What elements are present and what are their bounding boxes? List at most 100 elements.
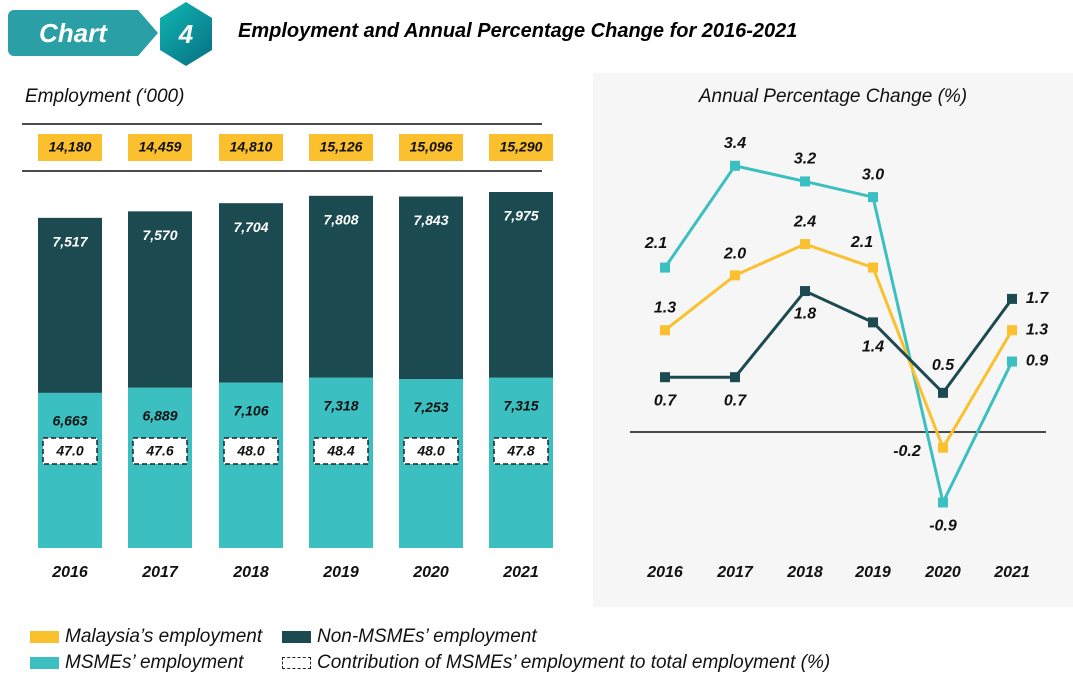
bar-label-non-msme-2018: 7,704 [233, 219, 268, 235]
total-box-2018 [219, 134, 283, 161]
legend-label-non-msme: Non-MSMEs’ employment [317, 626, 537, 647]
bar-x-tick-2016: 2016 [51, 564, 88, 581]
marker-malaysia-2017 [730, 270, 740, 281]
label-msme-2017: 3.4 [724, 135, 746, 152]
total-label-2020: 15,096 [410, 139, 453, 155]
bar-label-non-msme-2020: 7,843 [413, 212, 448, 228]
marker-malaysia-2019 [868, 262, 878, 273]
bar-x-tick-2020: 2020 [412, 564, 449, 581]
label-malaysia-2020: -0.2 [893, 443, 921, 460]
label-malaysia-2019: 2.1 [850, 234, 873, 251]
bar-msme-2017 [128, 387, 192, 548]
label-msme-2016: 2.1 [644, 235, 667, 252]
contribution-box-2016 [42, 437, 98, 465]
total-box-2019 [309, 134, 373, 161]
legend-label-msme: MSMEs’ employment [65, 652, 244, 673]
contribution-box-2019 [313, 437, 369, 465]
total-box-2017 [128, 134, 192, 161]
contribution-label-2016: 47.0 [55, 443, 83, 459]
label-msme-2019: 3.0 [862, 166, 884, 183]
bar-label-msme-2021: 7,315 [503, 397, 538, 413]
bar-label-msme-2018: 7,106 [233, 402, 268, 418]
legend-swatch-contribution [282, 657, 311, 669]
legend-non-msme: Non-MSMEs’ employment [282, 626, 537, 648]
marker-non_msme-2016 [660, 372, 670, 383]
bar-non-msme-2020 [399, 196, 463, 380]
line-x-tick-2020: 2020 [924, 564, 961, 581]
contribution-box-2018 [223, 437, 279, 465]
contribution-label-2019: 48.4 [326, 443, 354, 459]
chart-number-hexagon [160, 2, 212, 66]
total-label-2019: 15,126 [320, 139, 363, 155]
line-x-tick-2021: 2021 [993, 564, 1030, 581]
marker-msme-2016 [660, 262, 670, 273]
legend-msme: MSMEs’ employment [30, 652, 243, 674]
marker-non_msme-2018 [800, 286, 810, 297]
legend-contribution: Contribution of MSMEs’ employment to tot… [282, 652, 830, 674]
marker-non_msme-2017 [730, 372, 740, 383]
chart-number: 4 [178, 19, 194, 49]
label-malaysia-2021: 1.3 [1026, 321, 1048, 338]
bar-non-msme-2019 [309, 195, 373, 378]
bar-x-tick-2021: 2021 [502, 564, 539, 581]
bar-x-tick-2017: 2017 [141, 564, 179, 581]
line-x-tick-2016: 2016 [646, 564, 683, 581]
line-chart-panel [593, 73, 1073, 607]
label-msme-2020: -0.9 [929, 518, 957, 535]
marker-malaysia-2018 [800, 239, 810, 250]
bar-non-msme-2018 [219, 203, 283, 383]
contribution-label-2017: 47.6 [145, 443, 173, 459]
bar-label-non-msme-2019: 7,808 [323, 212, 358, 228]
total-box-2016 [38, 134, 102, 161]
line-msme [663, 164, 1014, 507]
total-label-2018: 14,810 [230, 139, 273, 155]
marker-non_msme-2019 [868, 317, 878, 328]
contribution-label-2021: 47.8 [506, 443, 534, 459]
bar-msme-2016 [38, 392, 102, 548]
total-box-2020 [399, 134, 463, 161]
bar-msme-2018 [219, 382, 283, 548]
legend-malaysia: Malaysia’s employment [30, 626, 262, 648]
line-x-tick-2018: 2018 [786, 564, 823, 581]
label-malaysia-2018: 2.4 [793, 213, 816, 230]
bar-non-msme-2021 [489, 192, 553, 378]
label-msme-2021: 0.9 [1026, 353, 1048, 370]
bar-label-non-msme-2016: 7,517 [52, 234, 88, 250]
bar-label-msme-2019: 7,318 [323, 397, 358, 413]
label-msme-2018: 3.2 [794, 151, 816, 168]
marker-msme-2021 [1007, 356, 1017, 367]
label-non_msme-2016: 0.7 [654, 392, 677, 409]
label-non_msme-2019: 1.4 [862, 339, 884, 356]
legend-swatch-malaysia [30, 631, 59, 643]
marker-malaysia-2020 [938, 442, 948, 453]
marker-msme-2017 [730, 160, 740, 171]
label-non_msme-2018: 1.8 [794, 305, 816, 322]
marker-malaysia-2016 [660, 325, 670, 336]
bar-label-msme-2016: 6,663 [52, 413, 87, 429]
bar-label-msme-2020: 7,253 [413, 399, 448, 415]
chart-tag-label: Chart [39, 18, 107, 48]
bar-label-non-msme-2017: 7,570 [142, 227, 177, 243]
label-non_msme-2017: 0.7 [724, 392, 747, 409]
label-non_msme-2020: 0.5 [932, 357, 955, 374]
chart-title: Employment and Annual Percentage Change … [238, 20, 798, 42]
total-label-2017: 14,459 [139, 139, 182, 155]
contribution-label-2020: 48.0 [416, 443, 444, 459]
line-chart-title: Annual Percentage Change (%) [698, 86, 968, 107]
marker-non_msme-2020 [938, 387, 948, 398]
total-box-2021 [489, 134, 553, 161]
line-non_msme [665, 289, 1014, 396]
label-malaysia-2016: 1.3 [654, 299, 676, 316]
marker-msme-2018 [800, 176, 810, 187]
legend-swatch-msme [30, 657, 59, 669]
marker-msme-2020 [938, 497, 948, 508]
marker-msme-2019 [868, 192, 878, 203]
legend-label-malaysia: Malaysia’s employment [65, 626, 263, 647]
bar-label-msme-2017: 6,889 [142, 407, 177, 423]
label-non_msme-2021: 1.7 [1026, 290, 1049, 307]
line-x-tick-2017: 2017 [716, 564, 754, 581]
contribution-box-2020 [403, 437, 459, 465]
contribution-label-2018: 48.0 [236, 443, 264, 459]
marker-non_msme-2021 [1007, 293, 1017, 304]
legend-swatch-non-msme [282, 631, 311, 643]
